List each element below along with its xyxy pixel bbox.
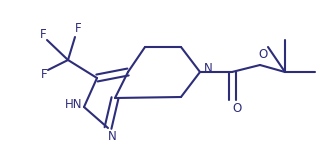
Text: F: F: [40, 28, 46, 42]
Text: O: O: [258, 48, 268, 62]
Text: N: N: [108, 129, 116, 142]
Text: O: O: [232, 102, 242, 114]
Text: F: F: [41, 69, 47, 81]
Text: F: F: [75, 21, 81, 34]
Text: N: N: [204, 61, 212, 75]
Text: HN: HN: [65, 99, 83, 111]
